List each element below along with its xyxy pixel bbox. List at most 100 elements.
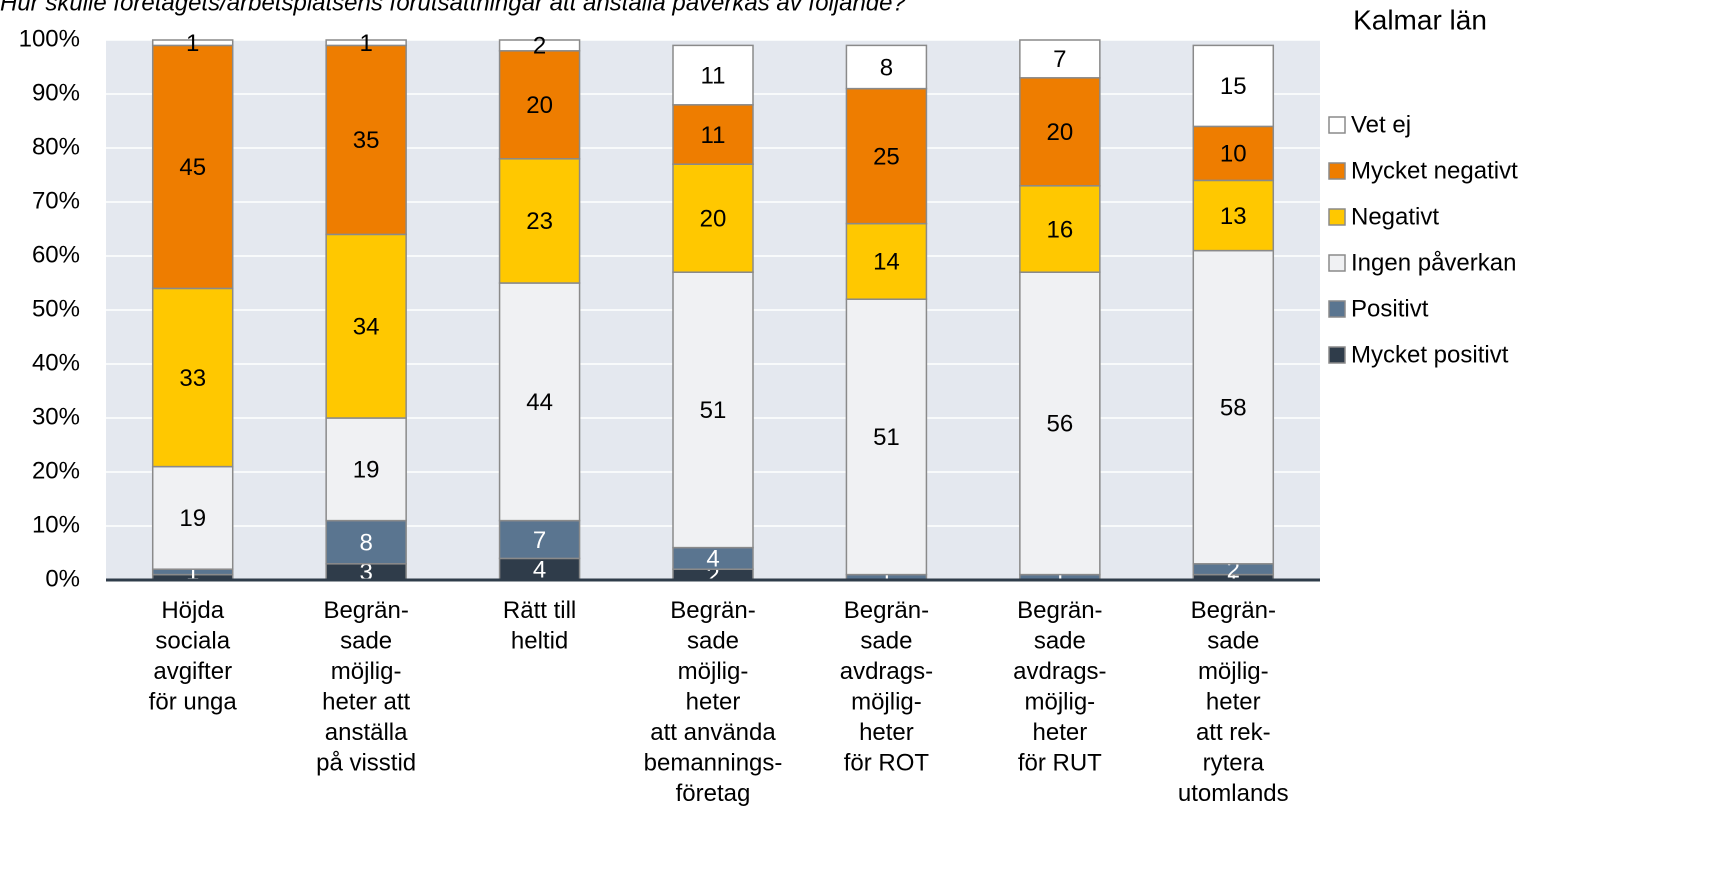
data-label: 4 — [706, 546, 719, 573]
data-label: 19 — [179, 505, 206, 532]
data-label: 11 — [701, 122, 726, 149]
x-tick-label-line: heter — [1033, 719, 1088, 746]
y-tick-label: 100% — [19, 25, 80, 52]
data-label: 7 — [533, 527, 546, 554]
x-tick-label-line: Begrän- — [844, 597, 929, 624]
bar-segment — [845, 87, 928, 225]
bar-segment — [1019, 271, 1101, 576]
legend-swatch — [1328, 254, 1346, 272]
bar-segment — [151, 39, 234, 47]
bar-segment — [325, 519, 407, 565]
data-label: 14 — [873, 249, 900, 276]
x-tick-label-line: sade — [687, 628, 739, 655]
legend-swatch — [1328, 300, 1346, 318]
x-tick-label-line: Rätt till — [503, 597, 576, 624]
x-tick-label-line: sade — [1207, 628, 1259, 655]
x-tick-label: Begrän-sade möjlig-heter att använda bemann… — [644, 597, 783, 807]
x-tick-label-line: heltid — [511, 628, 568, 655]
x-tick-label: Begrän-sade avdrags-möjlig-heter för ROT — [840, 597, 933, 777]
bar-segment — [845, 44, 928, 90]
y-tick-label: 20% — [32, 457, 80, 484]
x-tick-label-line: Begrän- — [1017, 597, 1102, 624]
bar-segment — [672, 44, 754, 106]
x-tick-label: Rätt till heltid — [503, 597, 576, 655]
x-tick-label-line: heter — [1206, 689, 1261, 716]
bar-segment — [672, 163, 754, 273]
data-label: 8 — [359, 530, 372, 557]
legend-label: Positivt — [1351, 295, 1429, 322]
data-label: 10 — [1220, 141, 1247, 168]
data-label: 51 — [873, 424, 900, 451]
x-tick-label-line: för unga — [149, 689, 238, 716]
x-tick-label-line: sade — [860, 628, 912, 655]
bar-segment — [1192, 179, 1275, 252]
data-label: 34 — [353, 314, 380, 341]
data-label: 1 — [359, 30, 372, 57]
legend-label: Ingen påverkan — [1351, 249, 1516, 276]
x-tick-label-line: heter — [859, 719, 914, 746]
bar-segment — [1019, 39, 1101, 79]
x-tick-label-line: bemannings- — [644, 750, 783, 777]
legend-swatch — [1328, 162, 1346, 180]
x-tick-label-line: för ROT — [844, 750, 930, 777]
bar-segment — [498, 519, 581, 560]
data-label: 45 — [179, 154, 206, 181]
data-label: 58 — [1220, 395, 1247, 422]
data-label: 20 — [526, 92, 553, 119]
data-label: 7 — [1053, 46, 1066, 73]
x-tick-label-line: möjlig- — [1025, 689, 1096, 716]
bar-segment — [498, 158, 581, 284]
bar-segment — [151, 44, 234, 290]
data-label: 4 — [533, 557, 546, 584]
data-label: 51 — [700, 397, 727, 424]
legend-swatch — [1328, 346, 1346, 364]
chart-subtitle: Kalmar län — [1353, 4, 1487, 35]
bar-segment — [498, 282, 581, 522]
bar-segment — [325, 233, 407, 419]
data-label: 56 — [1047, 411, 1074, 438]
x-tick-label-line: företag — [676, 780, 751, 807]
legend-label: Negativt — [1351, 203, 1439, 230]
legend-label: Mycket negativt — [1351, 157, 1518, 184]
x-tick-label: Höjda sociala avgifter för unga — [149, 597, 238, 716]
data-label: 20 — [700, 206, 727, 233]
x-tick-label-line: rytera — [1203, 750, 1265, 777]
y-tick-label: 70% — [32, 187, 80, 214]
x-tick-label-line: Begrän- — [1191, 597, 1276, 624]
y-tick-label: 80% — [32, 133, 80, 160]
data-label: 23 — [526, 208, 553, 235]
bar-segment — [498, 50, 581, 160]
chart-title: Hur skulle företagets/arbetsplatsens för… — [0, 0, 907, 16]
legend-label: Vet ej — [1351, 111, 1411, 138]
x-tick-label: Begrän-sade avdrags-möjlig-heter för RUT — [1013, 597, 1106, 777]
data-label: 20 — [1047, 119, 1074, 146]
bar-segment — [672, 271, 754, 549]
x-tick-label-line: att använda — [650, 719, 776, 746]
data-label: 44 — [526, 389, 553, 416]
data-label: 11 — [701, 62, 726, 89]
x-tick-label-line: på visstid — [316, 750, 416, 777]
legend-swatch — [1328, 208, 1346, 226]
data-label: 25 — [873, 143, 900, 170]
x-tick-label-line: att rek- — [1196, 719, 1271, 746]
data-label: 19 — [353, 457, 380, 484]
x-tick-label-line: möjlig- — [1198, 658, 1269, 685]
data-label: 13 — [1220, 203, 1247, 230]
data-label: 35 — [353, 127, 380, 154]
legend-swatch — [1328, 116, 1346, 134]
x-tick-label-line: möjlig- — [851, 689, 922, 716]
x-tick-label-line: möjlig- — [331, 658, 402, 685]
x-tick-label: Begrän-sade möjlig-heter att anställa på vi… — [316, 597, 416, 777]
y-tick-label: 50% — [32, 295, 80, 322]
data-label: 8 — [880, 54, 893, 81]
bar-segment — [1192, 44, 1275, 128]
bar-segment — [325, 44, 407, 236]
legend-label: Mycket positivt — [1351, 341, 1509, 368]
x-tick-label-line: sade — [340, 628, 392, 655]
x-tick-label-line: sade — [1034, 628, 1086, 655]
x-tick-label-line: Begrän- — [670, 597, 755, 624]
y-tick-label: 90% — [32, 79, 80, 106]
bar-segment — [1192, 125, 1275, 182]
data-label: 16 — [1047, 216, 1074, 243]
